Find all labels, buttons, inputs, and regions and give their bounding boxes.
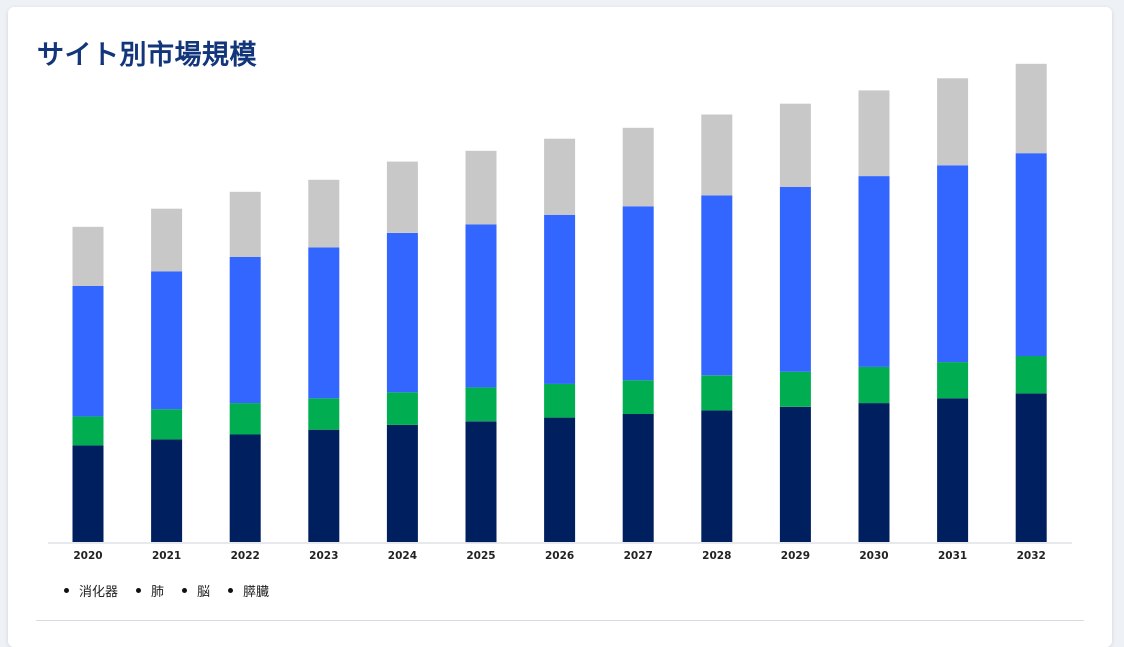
bar-segment-2030-1: [858, 366, 890, 404]
bar-segment-2028-0: [701, 410, 733, 542]
bar-segment-2024-3: [386, 161, 418, 233]
chart-legend: 消化器 肺 脳 膵臓: [64, 581, 269, 600]
bar-segment-2021-1: [151, 409, 183, 440]
x-tick-label: 2031: [938, 550, 967, 562]
bars-group: [72, 63, 1047, 543]
legend-bullet-icon: [228, 588, 234, 593]
chart-card: サイト別市場規模 2020 2021 2022 2023 2024 2025 2026 202…: [8, 7, 1112, 647]
bar-segment-2025-3: [465, 150, 497, 225]
bar-segment-2020-1: [72, 416, 104, 446]
legend-item: 脳: [182, 581, 210, 600]
bar-segment-2026-3: [544, 138, 576, 215]
bar-segment-2031-2: [937, 165, 969, 363]
x-tick-label: 2023: [309, 550, 338, 562]
bar-segment-2022-2: [229, 257, 261, 404]
legend-bullet-icon: [136, 588, 142, 593]
bar-segment-2030-2: [858, 176, 890, 367]
x-tick-label: 2022: [231, 550, 260, 562]
bar-segment-2029-1: [779, 371, 811, 407]
bar-segment-2023-2: [308, 247, 340, 399]
x-tick-label: 2029: [781, 550, 810, 562]
bar-segment-2022-3: [229, 191, 261, 257]
legend-label: 消化器: [79, 585, 119, 600]
bar-segment-2029-0: [779, 406, 811, 542]
stacked-bar-chart: 2020 2021 2022 2023 2024 2025 2026 2027 2028 2029…: [48, 63, 1072, 562]
chart-title: サイト別市場規模: [37, 40, 257, 71]
bar-segment-2022-0: [229, 434, 261, 542]
bar-segment-2029-2: [779, 187, 811, 372]
bar-segment-2024-0: [386, 424, 418, 542]
bar-segment-2020-0: [72, 445, 104, 542]
bar-segment-2026-1: [544, 383, 576, 418]
bar-segment-2032-2: [1015, 153, 1047, 357]
bar-segment-2026-2: [544, 214, 576, 384]
legend-item: 肺: [136, 581, 164, 600]
legend-item: 消化器: [64, 581, 118, 600]
bar-segment-2030-0: [858, 403, 890, 542]
bar-segment-2027-0: [622, 414, 654, 542]
bar-segment-2021-2: [151, 271, 183, 410]
bar-segment-2021-3: [151, 208, 183, 272]
legend-label: 膵臓: [243, 585, 270, 600]
legend-label: 肺: [151, 585, 165, 600]
bar-segment-2028-3: [701, 114, 733, 196]
x-tick-label: 2032: [1017, 550, 1046, 562]
bar-segment-2025-2: [465, 224, 497, 388]
x-tick-label: 2024: [388, 550, 417, 562]
bar-segment-2025-1: [465, 387, 497, 422]
bar-segment-2032-1: [1015, 356, 1047, 394]
bar-segment-2029-3: [779, 103, 811, 187]
bar-segment-2027-2: [622, 206, 654, 381]
bar-segment-2031-3: [937, 78, 969, 166]
x-tick-label: 2025: [466, 550, 495, 562]
x-tick-label: 2030: [859, 550, 888, 562]
bar-segment-2023-1: [308, 398, 340, 430]
bar-segment-2023-3: [308, 179, 340, 248]
bar-segment-2025-0: [465, 421, 497, 543]
bar-segment-2030-3: [858, 90, 890, 177]
legend-item: 膵臓: [228, 581, 269, 600]
bar-segment-2031-0: [937, 398, 969, 542]
legend-bullet-icon: [182, 588, 188, 593]
bar-segment-2032-0: [1015, 393, 1047, 542]
bar-segment-2027-3: [622, 127, 654, 207]
bar-segment-2024-1: [386, 392, 418, 425]
divider: [36, 620, 1084, 621]
bar-segment-2021-0: [151, 439, 183, 542]
bar-segment-2023-0: [308, 429, 340, 542]
bar-segment-2020-2: [72, 286, 104, 417]
x-tick-label: 2026: [545, 550, 574, 562]
x-tick-labels: 2020 2021 2022 2023 2024 2025 2026 2027 2028 2029…: [73, 550, 1045, 562]
bar-segment-2026-0: [544, 417, 576, 542]
x-tick-label: 2021: [152, 550, 181, 562]
legend-label: 脳: [197, 585, 211, 600]
bar-segment-2032-3: [1015, 63, 1047, 154]
bar-segment-2024-2: [386, 232, 418, 393]
bar-segment-2028-1: [701, 375, 733, 411]
bar-segment-2031-1: [937, 362, 969, 399]
x-tick-label: 2027: [624, 550, 653, 562]
legend-bullet-icon: [64, 588, 69, 593]
bar-segment-2020-3: [72, 226, 104, 286]
bar-segment-2027-1: [622, 380, 654, 414]
bar-segment-2022-1: [229, 403, 261, 435]
x-tick-label: 2020: [73, 550, 102, 562]
bar-segment-2028-2: [701, 195, 733, 376]
x-tick-label: 2028: [702, 550, 731, 562]
